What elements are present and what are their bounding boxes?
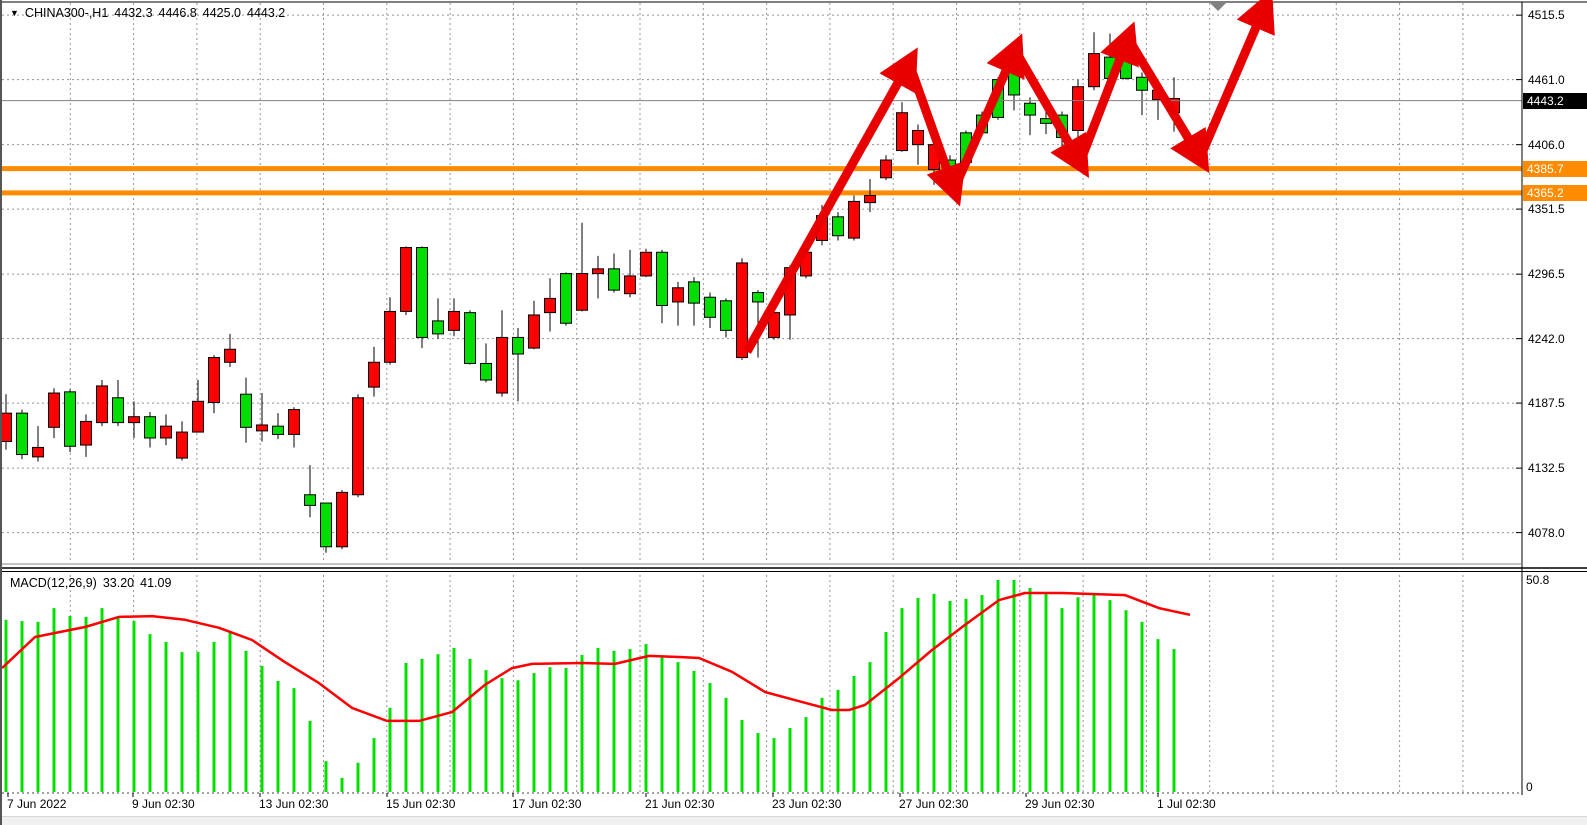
- macd-signal-line: [2, 591, 1191, 723]
- level-price-badge: 4365.2: [1523, 184, 1587, 201]
- price-axis-tick-label: 4187.5: [1528, 396, 1565, 411]
- macd-main-value: 33.20: [102, 576, 135, 590]
- macd-indicator-label: MACD(12,26,9) 33.20 41.09: [10, 576, 171, 590]
- time-axis-label: 21 Jun 02:30: [645, 797, 715, 811]
- level-price-badge: 4385.7: [1523, 160, 1587, 177]
- symbol-period-label: CHINA300-,H1: [24, 6, 109, 20]
- candlesticks: [2, 32, 1180, 553]
- window-bottom-strip: [2, 816, 1587, 825]
- ohlc-high: 4446.8: [158, 6, 197, 20]
- price-axis-tick-label: 4242.0: [1528, 331, 1565, 346]
- ohlc-close: 4443.2: [247, 6, 286, 20]
- time-axis-label: 15 Jun 02:30: [386, 797, 456, 811]
- grid-lines: [2, 3, 1522, 793]
- price-axis-tick-label: 4406.0: [1528, 137, 1565, 152]
- price-axis-tick-label: 4515.5: [1528, 8, 1565, 23]
- time-axis-label: 23 Jun 02:30: [772, 797, 842, 811]
- price-axis-tick-label: 4351.5: [1528, 202, 1565, 217]
- chart-shift-marker-icon[interactable]: [1210, 3, 1226, 11]
- time-axis-label: 7 Jun 2022: [7, 797, 67, 811]
- price-axis-tick-label: 4296.5: [1528, 267, 1565, 282]
- time-axis-label: 17 Jun 02:30: [512, 797, 582, 811]
- symbol-dropdown-icon[interactable]: ▼: [10, 7, 19, 18]
- macd-histogram: [4, 580, 1176, 792]
- time-axis-label: 13 Jun 02:30: [259, 797, 329, 811]
- time-axis-label: 29 Jun 02:30: [1025, 797, 1095, 811]
- horizontal-level-lines[interactable]: [2, 166, 1522, 196]
- price-axis-tick-label: 4461.0: [1528, 72, 1565, 87]
- trend-zigzag-arrow[interactable]: [743, 0, 1275, 354]
- current-price-badge: 4443.2: [1523, 92, 1587, 109]
- price-axis-tick-label: 4132.5: [1528, 461, 1565, 476]
- time-axis-label: 9 Jun 02:30: [132, 797, 195, 811]
- macd-name: MACD(12,26,9): [10, 576, 97, 590]
- ohlc-low: 4425.0: [202, 6, 241, 20]
- time-axis-label: 27 Jun 02:30: [899, 797, 969, 811]
- macd-scale-zero-label: 0: [1526, 780, 1533, 794]
- time-axis-label: 1 Jul 02:30: [1157, 797, 1216, 811]
- chart-header: ▼ CHINA300-,H1 4432.3 4446.8 4425.0 4443…: [10, 6, 285, 20]
- macd-signal-value: 41.09: [140, 576, 172, 590]
- macd-scale-max-label: 50.8: [1526, 573, 1550, 587]
- ohlc-open: 4432.3: [114, 6, 153, 20]
- price-axis-tick-label: 4078.0: [1528, 525, 1565, 540]
- panel-borders: [2, 1, 1587, 797]
